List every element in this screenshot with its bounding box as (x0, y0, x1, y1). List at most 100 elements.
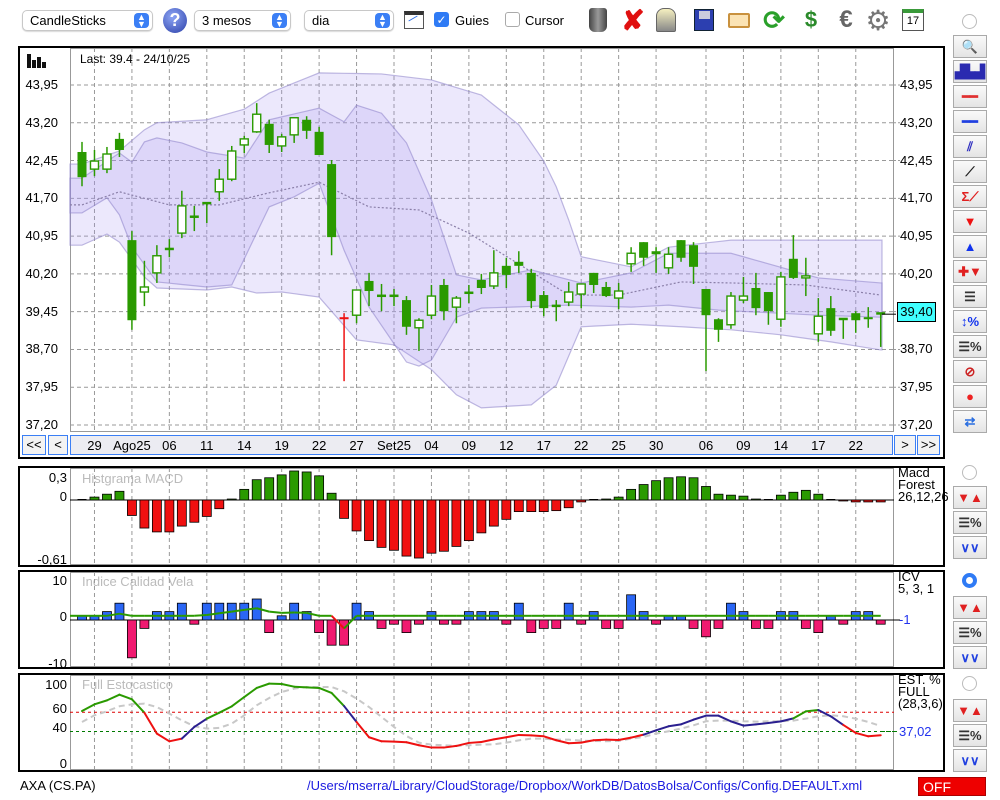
icv-title: Indice Calidad Vela (82, 574, 194, 589)
oscillator-cross-icon: ∨∨ (960, 539, 980, 555)
save-icon[interactable] (690, 6, 718, 34)
price-axis-label-right: 40,95 (900, 228, 933, 244)
macd-plot-area[interactable] (70, 468, 894, 565)
reload-icon: ⇄ (964, 413, 976, 429)
sell-buy-signals-icon: ▼▲ (957, 600, 983, 615)
icv-y-label: 0 (59, 609, 67, 624)
level-percent-tool-button[interactable]: ☰% (953, 335, 987, 358)
red-line-tool-button[interactable]: ━━ (953, 85, 987, 108)
nav-next-button[interactable]: > (894, 435, 916, 455)
macd-legend-line: 26,12,26 (898, 489, 949, 504)
range-percent-tool-button[interactable]: ↕% (953, 310, 987, 333)
add-signal-tool-button[interactable]: ✚▼ (953, 260, 987, 283)
date-axis-label: 09 (736, 438, 751, 453)
oscillator-cross-button[interactable]: ∨∨ (953, 749, 987, 772)
stochastic-plot-area[interactable] (70, 675, 894, 770)
oscillator-cross-button[interactable]: ∨∨ (953, 646, 987, 669)
icv-y-label: 10 (52, 573, 67, 588)
status-off-button[interactable]: OFF (918, 777, 986, 796)
price-axis-label-left: 40,95 (25, 228, 58, 244)
price-axis-label-left: 41,70 (25, 190, 58, 206)
trendline-tool-button[interactable]: ⟋ (953, 160, 987, 183)
icv-plot-area[interactable] (70, 572, 894, 667)
icv-panel-radio[interactable] (962, 573, 977, 588)
histogram-tool-button[interactable]: ▟▙▟ (953, 60, 987, 83)
level-percent-button[interactable]: ☰% (953, 621, 987, 644)
nav-last-button[interactable]: >> (917, 435, 940, 455)
range-percent-icon: ↕% (960, 314, 980, 329)
chart-type-select[interactable]: CandleSticks ▲ ▼ (22, 10, 153, 31)
red-line-icon: ━━ (962, 88, 978, 104)
interval-select[interactable]: dia ▲ ▼ (304, 10, 394, 31)
period-value: 3 mesos (202, 13, 252, 28)
date-axis-label: 19 (274, 438, 289, 453)
lamp-icon[interactable] (652, 6, 680, 34)
price-axis-label-left: 40,20 (25, 265, 58, 281)
config-path-link[interactable]: /Users/mserra/Library/CloudStorage/Dropb… (307, 778, 863, 793)
sigma-trendline-tool-button[interactable]: Σ⟋ (953, 185, 987, 208)
stoch-y-label: 40 (52, 720, 67, 735)
level-percent-icon: ☰% (958, 514, 982, 530)
macd-panel-radio[interactable] (962, 465, 977, 480)
stoch-y-label: 60 (52, 701, 67, 716)
reload-tool-button[interactable]: ⇄ (953, 410, 987, 433)
horizontal-lines-tool-button[interactable]: ☰ (953, 285, 987, 308)
clear-icon: ⊘ (964, 363, 976, 379)
date-axis-label: 06 (162, 438, 177, 453)
price-axis-label-right: 40,20 (900, 265, 933, 281)
sell-signal-tool-button[interactable]: ▼ (953, 210, 987, 233)
level-percent-button[interactable]: ☰% (953, 724, 987, 747)
cursor-checkbox[interactable] (505, 12, 520, 27)
icv-current-value: -1 (899, 612, 911, 627)
date-axis-label: 25 (611, 438, 626, 453)
sell-buy-signals-button[interactable]: ▼▲ (953, 486, 987, 509)
record-tool-button[interactable]: ● (953, 385, 987, 408)
date-axis-bar[interactable] (70, 435, 893, 455)
price-plot-area[interactable] (70, 48, 894, 432)
chevron-updown-icon: ▲ ▼ (272, 13, 287, 29)
zoom-tool-button[interactable]: 🔍 (953, 35, 987, 58)
period-select[interactable]: 3 mesos ▲ ▼ (194, 10, 291, 31)
stochastic-panel-radio[interactable] (962, 676, 977, 691)
clear-tool-button[interactable]: ⊘ (953, 360, 987, 383)
trash-icon[interactable] (584, 6, 612, 34)
date-axis-label: 22 (311, 438, 327, 453)
price-axis-label-left: 42,45 (25, 152, 58, 168)
histogram-icon: ▟▙▟ (955, 63, 985, 79)
help-icon[interactable]: ? (163, 8, 187, 33)
euro-icon[interactable]: € (839, 6, 853, 33)
price-axis-label-left: 43,20 (25, 114, 58, 130)
price-axis-label-right: 38,70 (900, 341, 933, 357)
sell-buy-signals-icon: ▼▲ (957, 490, 983, 505)
nav-first-button[interactable]: << (22, 435, 46, 455)
sell-buy-signals-button[interactable]: ▼▲ (953, 596, 987, 619)
nav-prev-button[interactable]: < (48, 435, 68, 455)
gear-icon[interactable]: ⚙ (865, 4, 891, 36)
oscillator-cross-icon: ∨∨ (960, 752, 980, 768)
date-axis-label: 17 (811, 438, 826, 453)
chart-window-icon[interactable] (404, 11, 424, 29)
buy-signal-tool-button[interactable]: ▲ (953, 235, 987, 258)
date-axis-label: 27 (349, 438, 364, 453)
recycle-money-icon[interactable]: $ (804, 7, 818, 32)
stoch-current-value: 37,02 (899, 724, 932, 739)
icv-legend-line: 5, 3, 1 (898, 581, 935, 596)
blue-line-tool-button[interactable]: ━━ (953, 110, 987, 133)
refresh-icon[interactable]: ⟳ (763, 4, 785, 35)
stoch-y-label: 0 (59, 756, 67, 771)
folder-icon[interactable] (725, 6, 753, 34)
calendar-icon[interactable]: 17 (899, 6, 927, 34)
zoom-icon: 🔍 (961, 38, 979, 54)
oscillator-cross-button[interactable]: ∨∨ (953, 536, 987, 559)
main-panel-radio[interactable] (962, 14, 977, 29)
level-percent-button[interactable]: ☰% (953, 511, 987, 534)
volume-bars-icon[interactable] (27, 54, 47, 68)
stoch-legend-line: EST. % (898, 672, 941, 687)
guides-label: Guies (455, 13, 489, 28)
guides-checkbox[interactable]: ✓ (434, 12, 449, 27)
sell-buy-signals-button[interactable]: ▼▲ (953, 699, 987, 722)
delete-icon[interactable]: ✘ (621, 4, 645, 36)
chart-type-value: CandleSticks (30, 13, 106, 28)
ticker-label: AXA (CS.PA) (20, 778, 96, 793)
channel-tool-button[interactable]: ⫽ (953, 135, 987, 158)
